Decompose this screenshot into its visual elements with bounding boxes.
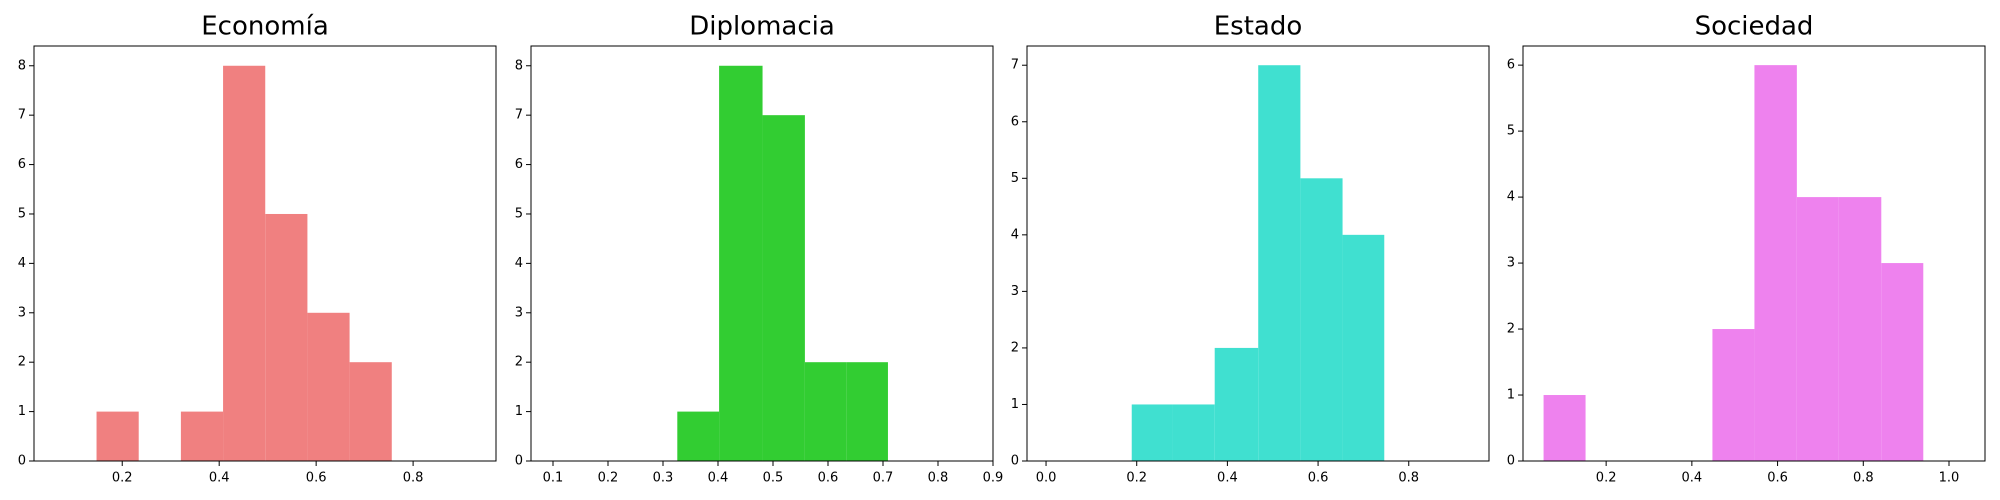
panel-title: Economía <box>201 12 329 42</box>
x-tick-label: 0.7 <box>873 471 894 486</box>
y-tick-label: 6 <box>18 157 26 172</box>
axes-frame <box>33 45 497 462</box>
y-tick-label: 2 <box>18 355 26 370</box>
bar <box>1258 65 1301 461</box>
y-tick-label: 0 <box>515 454 523 469</box>
bar <box>762 115 805 462</box>
x-tick-label: 0.1 <box>543 471 564 486</box>
x-tick-label: 0.2 <box>1126 471 1147 486</box>
x-tick-label: 0.0 <box>1036 471 1057 486</box>
y-tick-label: 2 <box>515 355 523 370</box>
y-tick-label: 4 <box>515 256 523 271</box>
x-tick-label: 0.6 <box>1767 471 1788 486</box>
bar <box>1796 197 1839 461</box>
y-tick-label: 3 <box>515 305 523 320</box>
bar <box>307 312 350 461</box>
y-tick-label: 8 <box>515 58 523 73</box>
y-tick-label: 5 <box>1011 171 1019 186</box>
x-tick-label: 0.9 <box>983 471 1004 486</box>
bar <box>1543 395 1586 461</box>
y-tick-label: 5 <box>18 206 26 221</box>
y-tick-label: 0 <box>1011 454 1019 469</box>
x-tick-label: 0.4 <box>708 471 729 486</box>
y-tick-label: 7 <box>1011 58 1019 73</box>
bar <box>349 362 392 461</box>
bar <box>1838 197 1882 461</box>
x-tick-label: 0.4 <box>1217 471 1238 486</box>
x-tick-label: 0.2 <box>112 471 133 486</box>
x-tick-label: 1.0 <box>1939 471 1960 486</box>
y-tick-label: 1 <box>1011 397 1019 412</box>
panel: Estado 0 1 2 3 4 5 6 7 0.0 0.2 0.4 0.6 0.8 <box>1011 12 1490 486</box>
y-tick-label: 3 <box>1011 284 1019 299</box>
y-tick-label: 3 <box>1507 256 1515 271</box>
x-tick-label: 0.4 <box>1682 471 1703 486</box>
bar <box>1881 263 1924 461</box>
bar <box>1754 65 1797 461</box>
y-tick-label: 1 <box>515 404 523 419</box>
bar <box>180 411 224 461</box>
x-tick-label: 0.2 <box>1596 471 1617 486</box>
bar <box>677 411 720 461</box>
x-tick-label: 0.6 <box>1308 471 1329 486</box>
axes-frame <box>1522 45 1986 462</box>
y-tick-label: 7 <box>18 108 26 123</box>
bar <box>96 411 139 461</box>
bar <box>223 65 266 461</box>
y-tick-label: 4 <box>1011 227 1019 242</box>
panel: Diplomacia 0 1 2 3 4 5 6 7 8 0.1 0.2 0.3 0.4 0.5 0.6 0.7… <box>515 12 1004 486</box>
y-tick-label: 0 <box>18 454 26 469</box>
x-tick-label: 0.8 <box>1853 471 1874 486</box>
bar <box>846 362 888 461</box>
bar <box>1172 404 1215 461</box>
y-tick-label: 3 <box>18 305 26 320</box>
x-tick-label: 0.8 <box>403 471 424 486</box>
x-tick-label: 0.5 <box>763 471 784 486</box>
axes-frame <box>1026 45 1490 462</box>
axes-frame <box>530 45 994 462</box>
panel-title: Diplomacia <box>689 12 835 42</box>
bar <box>1300 178 1343 461</box>
y-tick-label: 4 <box>1507 190 1515 205</box>
y-tick-label: 6 <box>1507 58 1515 73</box>
y-tick-label: 1 <box>18 404 26 419</box>
bar <box>719 65 763 461</box>
panel: Sociedad 0 1 2 3 4 5 6 0.2 0.4 0.6 0.8 1.0 <box>1507 12 1986 486</box>
bar <box>1712 329 1755 461</box>
x-tick-label: 0.8 <box>928 471 949 486</box>
y-tick-label: 1 <box>1507 388 1515 403</box>
y-tick-label: 2 <box>1507 322 1515 337</box>
bar <box>804 362 847 461</box>
panel-title: Estado <box>1214 12 1303 42</box>
x-tick-label: 0.8 <box>1398 471 1419 486</box>
y-tick-label: 4 <box>18 256 26 271</box>
bar <box>1342 234 1385 461</box>
y-tick-label: 6 <box>1011 114 1019 129</box>
y-tick-label: 5 <box>1507 124 1515 139</box>
bar <box>265 213 308 461</box>
y-tick-label: 6 <box>515 157 523 172</box>
bar <box>1131 404 1173 461</box>
panel: Economía 0 1 2 3 4 5 6 7 8 0.2 0.4 0.6 0.8 <box>18 12 497 486</box>
y-tick-label: 8 <box>18 58 26 73</box>
y-tick-label: 7 <box>515 108 523 123</box>
panel-title: Sociedad <box>1695 12 1814 42</box>
x-tick-label: 0.2 <box>598 471 619 486</box>
y-tick-label: 0 <box>1507 454 1515 469</box>
y-tick-label: 2 <box>1011 340 1019 355</box>
x-tick-label: 0.3 <box>653 471 674 486</box>
x-tick-label: 0.4 <box>209 471 230 486</box>
bar <box>1214 347 1259 461</box>
x-tick-label: 0.6 <box>818 471 839 486</box>
y-tick-label: 5 <box>515 206 523 221</box>
x-tick-label: 0.6 <box>306 471 327 486</box>
